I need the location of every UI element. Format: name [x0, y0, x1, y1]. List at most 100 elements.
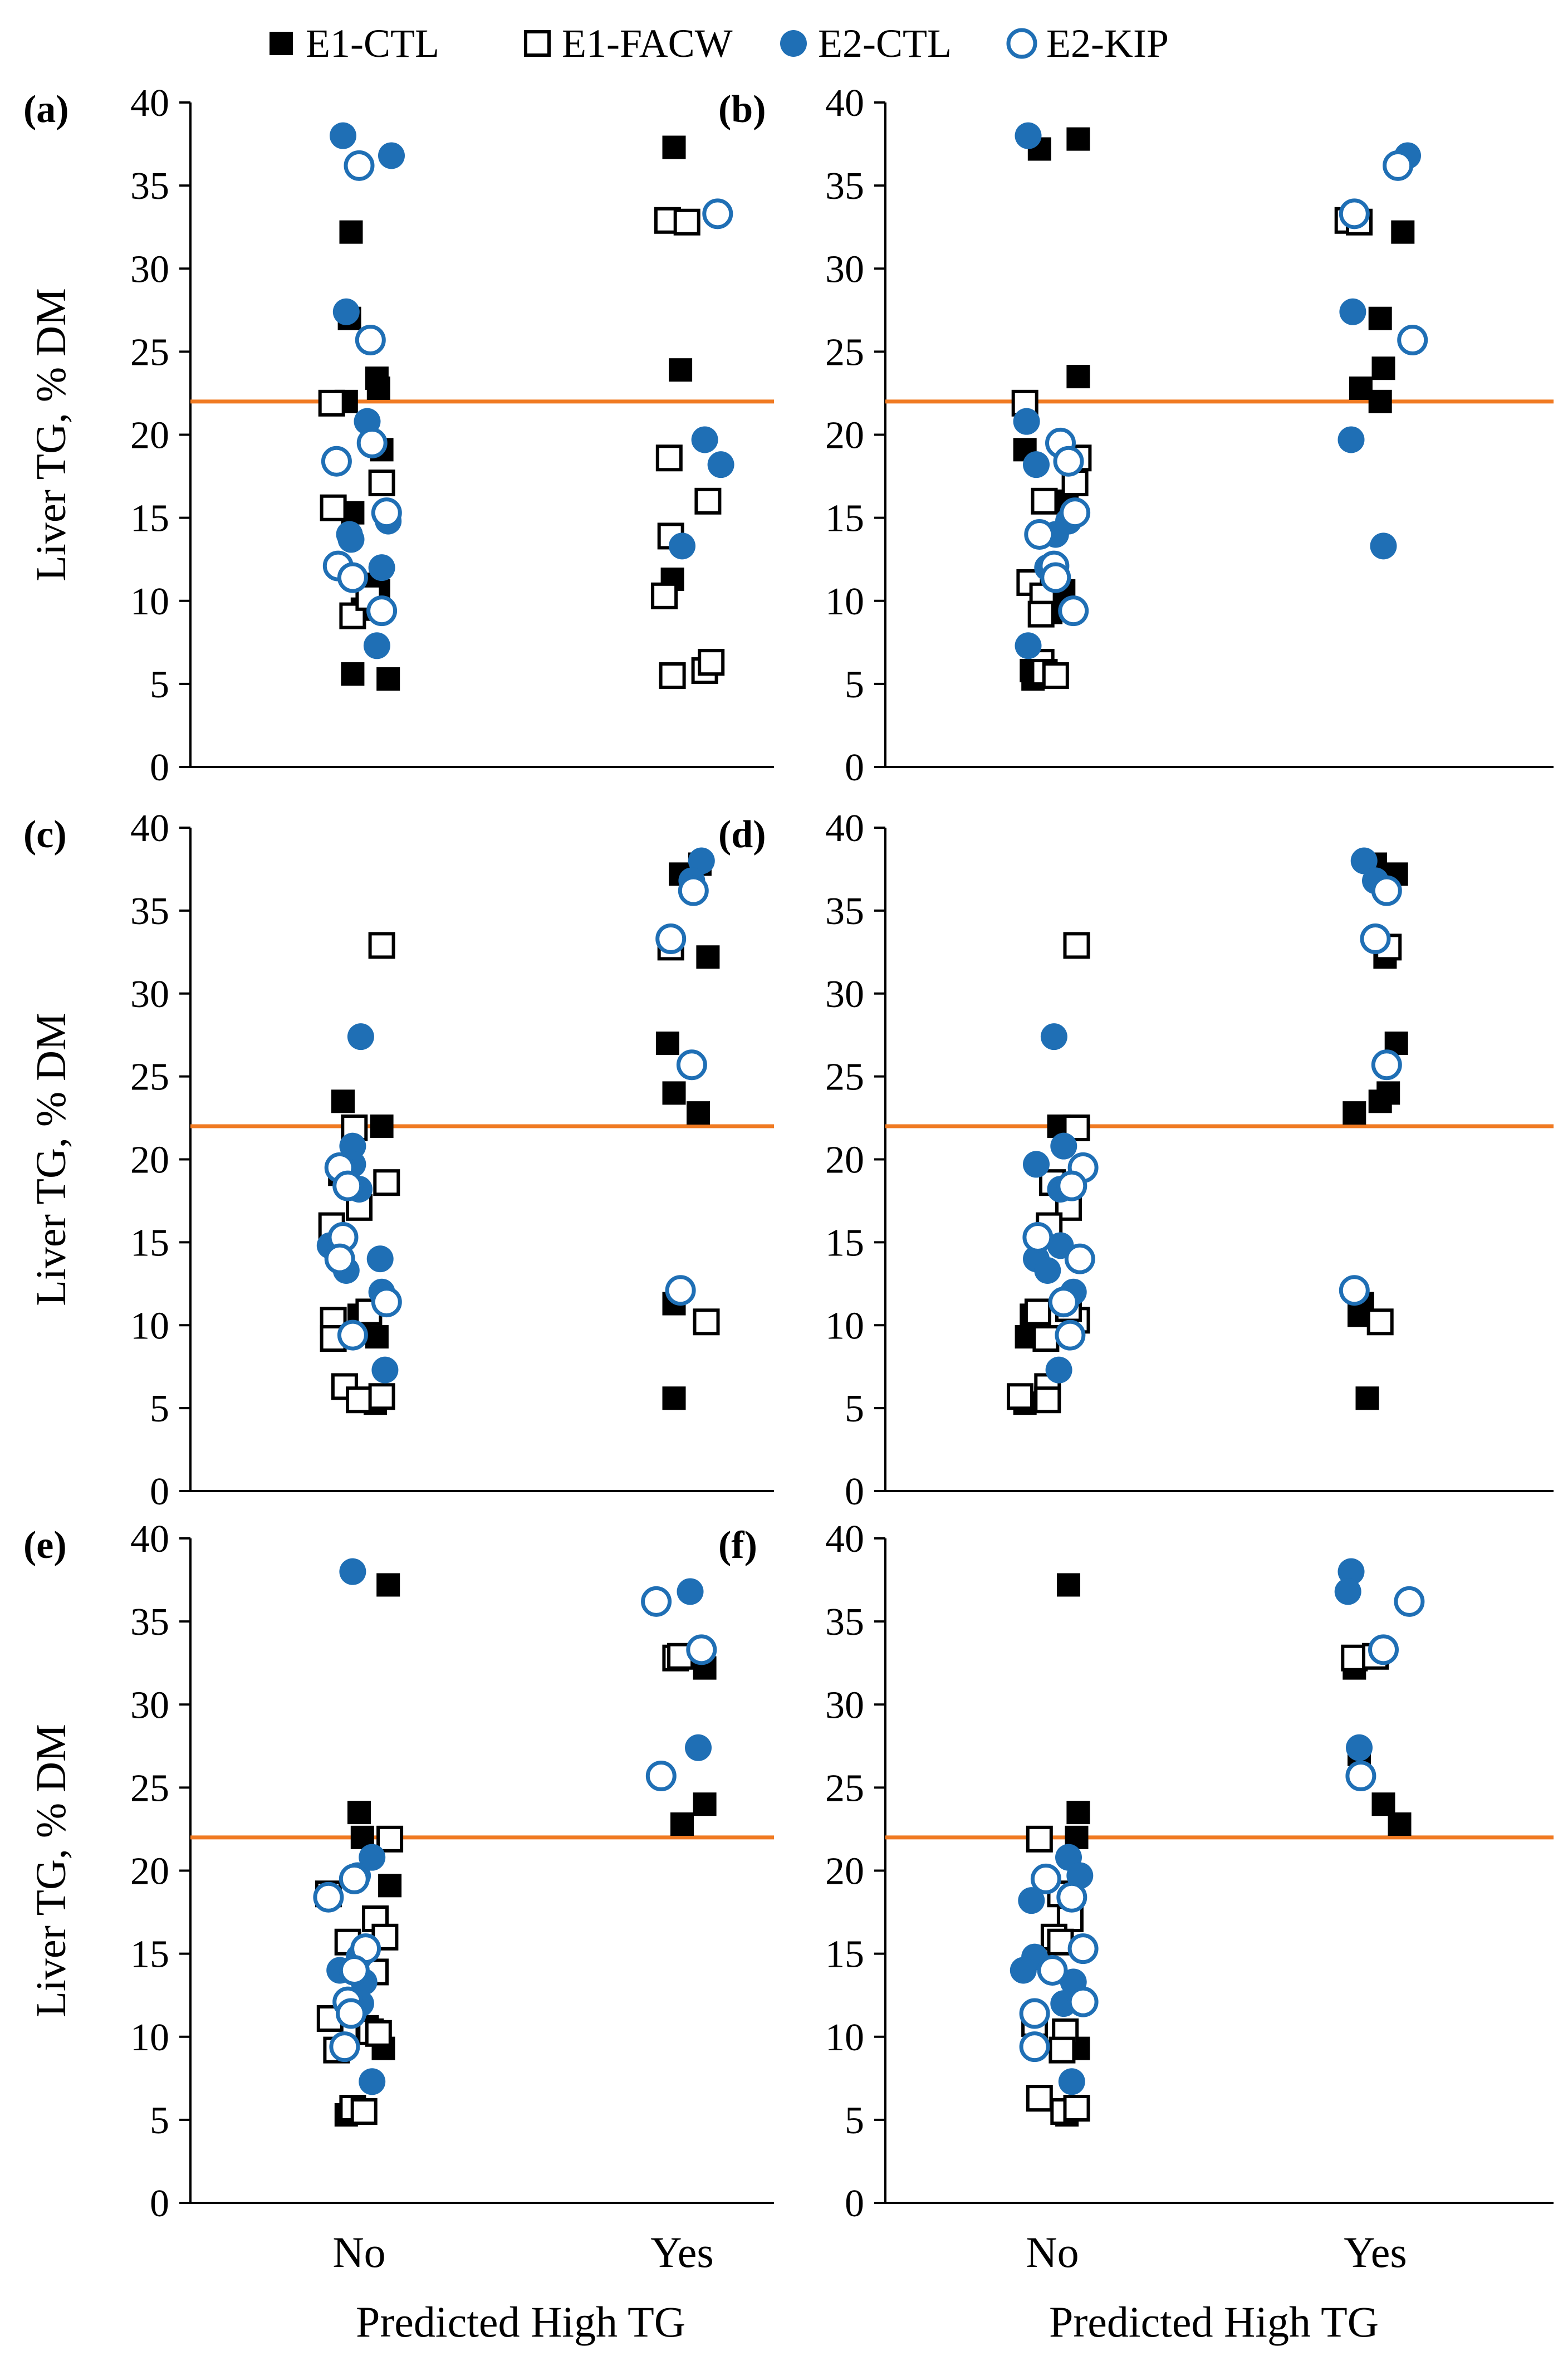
data-point-e2-kip	[1060, 497, 1091, 529]
data-point-e2-kip	[641, 1586, 672, 1617]
y-tick-label-c: 40	[130, 807, 169, 850]
y-tick-label-c: 20	[130, 1139, 169, 1182]
y-tick-label-b: 30	[825, 248, 864, 291]
panel-e: (e) 0 5 10 15 20 25 30 35 40 Liver TG, % DM No Yes Pr…	[23, 1518, 774, 2346]
data-point-e1-ctl	[655, 1032, 679, 1055]
data-point-e2-ctl	[371, 1356, 399, 1384]
data-point-e2-kip	[356, 427, 388, 458]
y-tick-label-f: 35	[825, 1601, 864, 1644]
data-point-e1-facw	[1032, 1325, 1060, 1352]
x-tick-label-f-yes: Yes	[1344, 2228, 1407, 2276]
y-tick-label-e: 25	[130, 1767, 169, 1810]
data-point-e2-kip	[665, 1275, 696, 1306]
y-tick-label-b: 35	[825, 165, 864, 208]
y-axis-title-e: Liver TG, % DM	[28, 1724, 75, 2017]
data-point-e1-ctl	[378, 1874, 402, 1898]
data-point-e1-ctl	[693, 1792, 717, 1816]
data-point-e2-ctl	[1040, 1023, 1067, 1050]
y-tick-label-d: 40	[825, 807, 864, 850]
data-point-e2-kip	[1397, 324, 1428, 355]
y-tick-label-c: 0	[150, 1470, 169, 1513]
data-point-e1-ctl	[1057, 1573, 1080, 1597]
x-tick-label-e-yes: Yes	[650, 2228, 714, 2276]
data-point-e1-ctl	[1066, 127, 1090, 151]
data-point-e1-ctl	[341, 662, 365, 686]
panel-d: (d) 0 5 10 15 20 25 30 35 40	[718, 807, 1554, 1513]
data-point-e2-ctl	[1023, 451, 1050, 478]
data-point-e1-facw	[655, 444, 683, 472]
data-point-e1-ctl	[1368, 1089, 1392, 1113]
data-point-e2-kip	[1058, 595, 1089, 627]
y-tick-label-e: 15	[130, 1933, 169, 1976]
data-point-e2-kip	[1019, 2031, 1050, 2063]
data-point-e1-ctl	[662, 135, 686, 159]
data-point-e2-ctl	[332, 298, 360, 325]
data-point-e1-facw	[673, 208, 700, 236]
data-point-e2-ctl	[688, 847, 715, 874]
y-tick-label-a: 10	[130, 580, 169, 623]
data-point-e2-ctl	[1023, 1151, 1050, 1178]
data-point-e1-facw	[694, 487, 722, 515]
data-point-e1-ctl	[1391, 220, 1415, 244]
series-e2-kip-d	[1022, 875, 1402, 1351]
data-point-e2-ctl	[363, 632, 390, 659]
panel-label-a: (a)	[23, 88, 69, 131]
data-point-e2-kip	[1064, 1243, 1095, 1274]
data-point-e1-ctl	[662, 1081, 686, 1105]
data-point-e2-ctl	[337, 526, 365, 553]
data-point-e1-facw	[368, 932, 395, 959]
legend-label-e1-ctl: E1-CTL	[306, 21, 439, 66]
data-point-e2-kip	[1345, 1760, 1376, 1791]
panel-label-f: (f)	[718, 1524, 757, 1567]
y-tick-label-e: 40	[130, 1518, 169, 1561]
data-point-e1-facw	[1034, 1386, 1061, 1414]
y-tick-label-d: 15	[825, 1221, 864, 1264]
panel-b: (b) 0 5 10 15 20 25 30 35 40	[718, 82, 1554, 789]
data-point-e1-facw	[1042, 662, 1069, 689]
data-point-e2-kip	[321, 446, 352, 477]
panel-label-d: (d)	[718, 813, 766, 856]
data-point-e2-kip	[1371, 1049, 1402, 1081]
data-point-e2-kip	[1048, 1287, 1079, 1318]
data-point-e2-kip	[1024, 519, 1055, 550]
y-axis-title-c: Liver TG, % DM	[28, 1013, 75, 1306]
data-point-e1-facw	[1049, 2036, 1076, 2064]
data-point-e2-kip	[1055, 1319, 1086, 1351]
y-tick-label-b: 40	[825, 82, 864, 125]
data-point-e2-kip	[1339, 1275, 1370, 1306]
data-point-e2-ctl	[1337, 426, 1365, 453]
y-tick-label-d: 5	[845, 1387, 864, 1430]
y-tick-label-d: 25	[825, 1056, 864, 1099]
panel-label-e: (e)	[23, 1524, 67, 1567]
y-tick-label-b: 0	[845, 746, 864, 789]
data-point-e2-ctl	[677, 1578, 704, 1605]
data-point-e2-ctl	[1337, 1558, 1365, 1585]
data-point-e2-kip	[1040, 562, 1071, 593]
panel-label-b: (b)	[718, 88, 766, 131]
y-tick-label-c: 5	[150, 1387, 169, 1430]
data-point-e1-facw	[1024, 1298, 1051, 1326]
y-tick-label-e: 35	[130, 1601, 169, 1644]
data-point-e1-ctl	[339, 220, 363, 244]
data-point-e1-facw	[368, 1383, 395, 1410]
y-tick-label-a: 35	[130, 165, 169, 208]
data-point-e2-kip	[702, 198, 733, 229]
data-point-e2-kip	[686, 1634, 717, 1665]
data-point-e1-facw	[320, 494, 347, 521]
data-point-e2-ctl	[366, 1245, 394, 1273]
data-point-e1-ctl	[365, 1325, 389, 1349]
series-e2-kip-e	[313, 1586, 717, 2063]
data-point-e1-ctl	[1371, 356, 1395, 380]
data-point-e2-kip	[1030, 1863, 1061, 1894]
y-tick-label-a: 30	[130, 248, 169, 291]
legend-item-e2-ctl: E2-CTL	[780, 21, 952, 66]
data-point-e1-facw	[1366, 1308, 1394, 1336]
y-tick-label-f: 0	[845, 2182, 864, 2225]
y-tick-label-d: 0	[845, 1470, 864, 1513]
data-point-e2-ctl	[707, 451, 734, 478]
data-point-e2-ctl	[1339, 298, 1366, 325]
y-tick-label-b: 20	[825, 414, 864, 457]
y-tick-label-e: 30	[130, 1684, 169, 1727]
